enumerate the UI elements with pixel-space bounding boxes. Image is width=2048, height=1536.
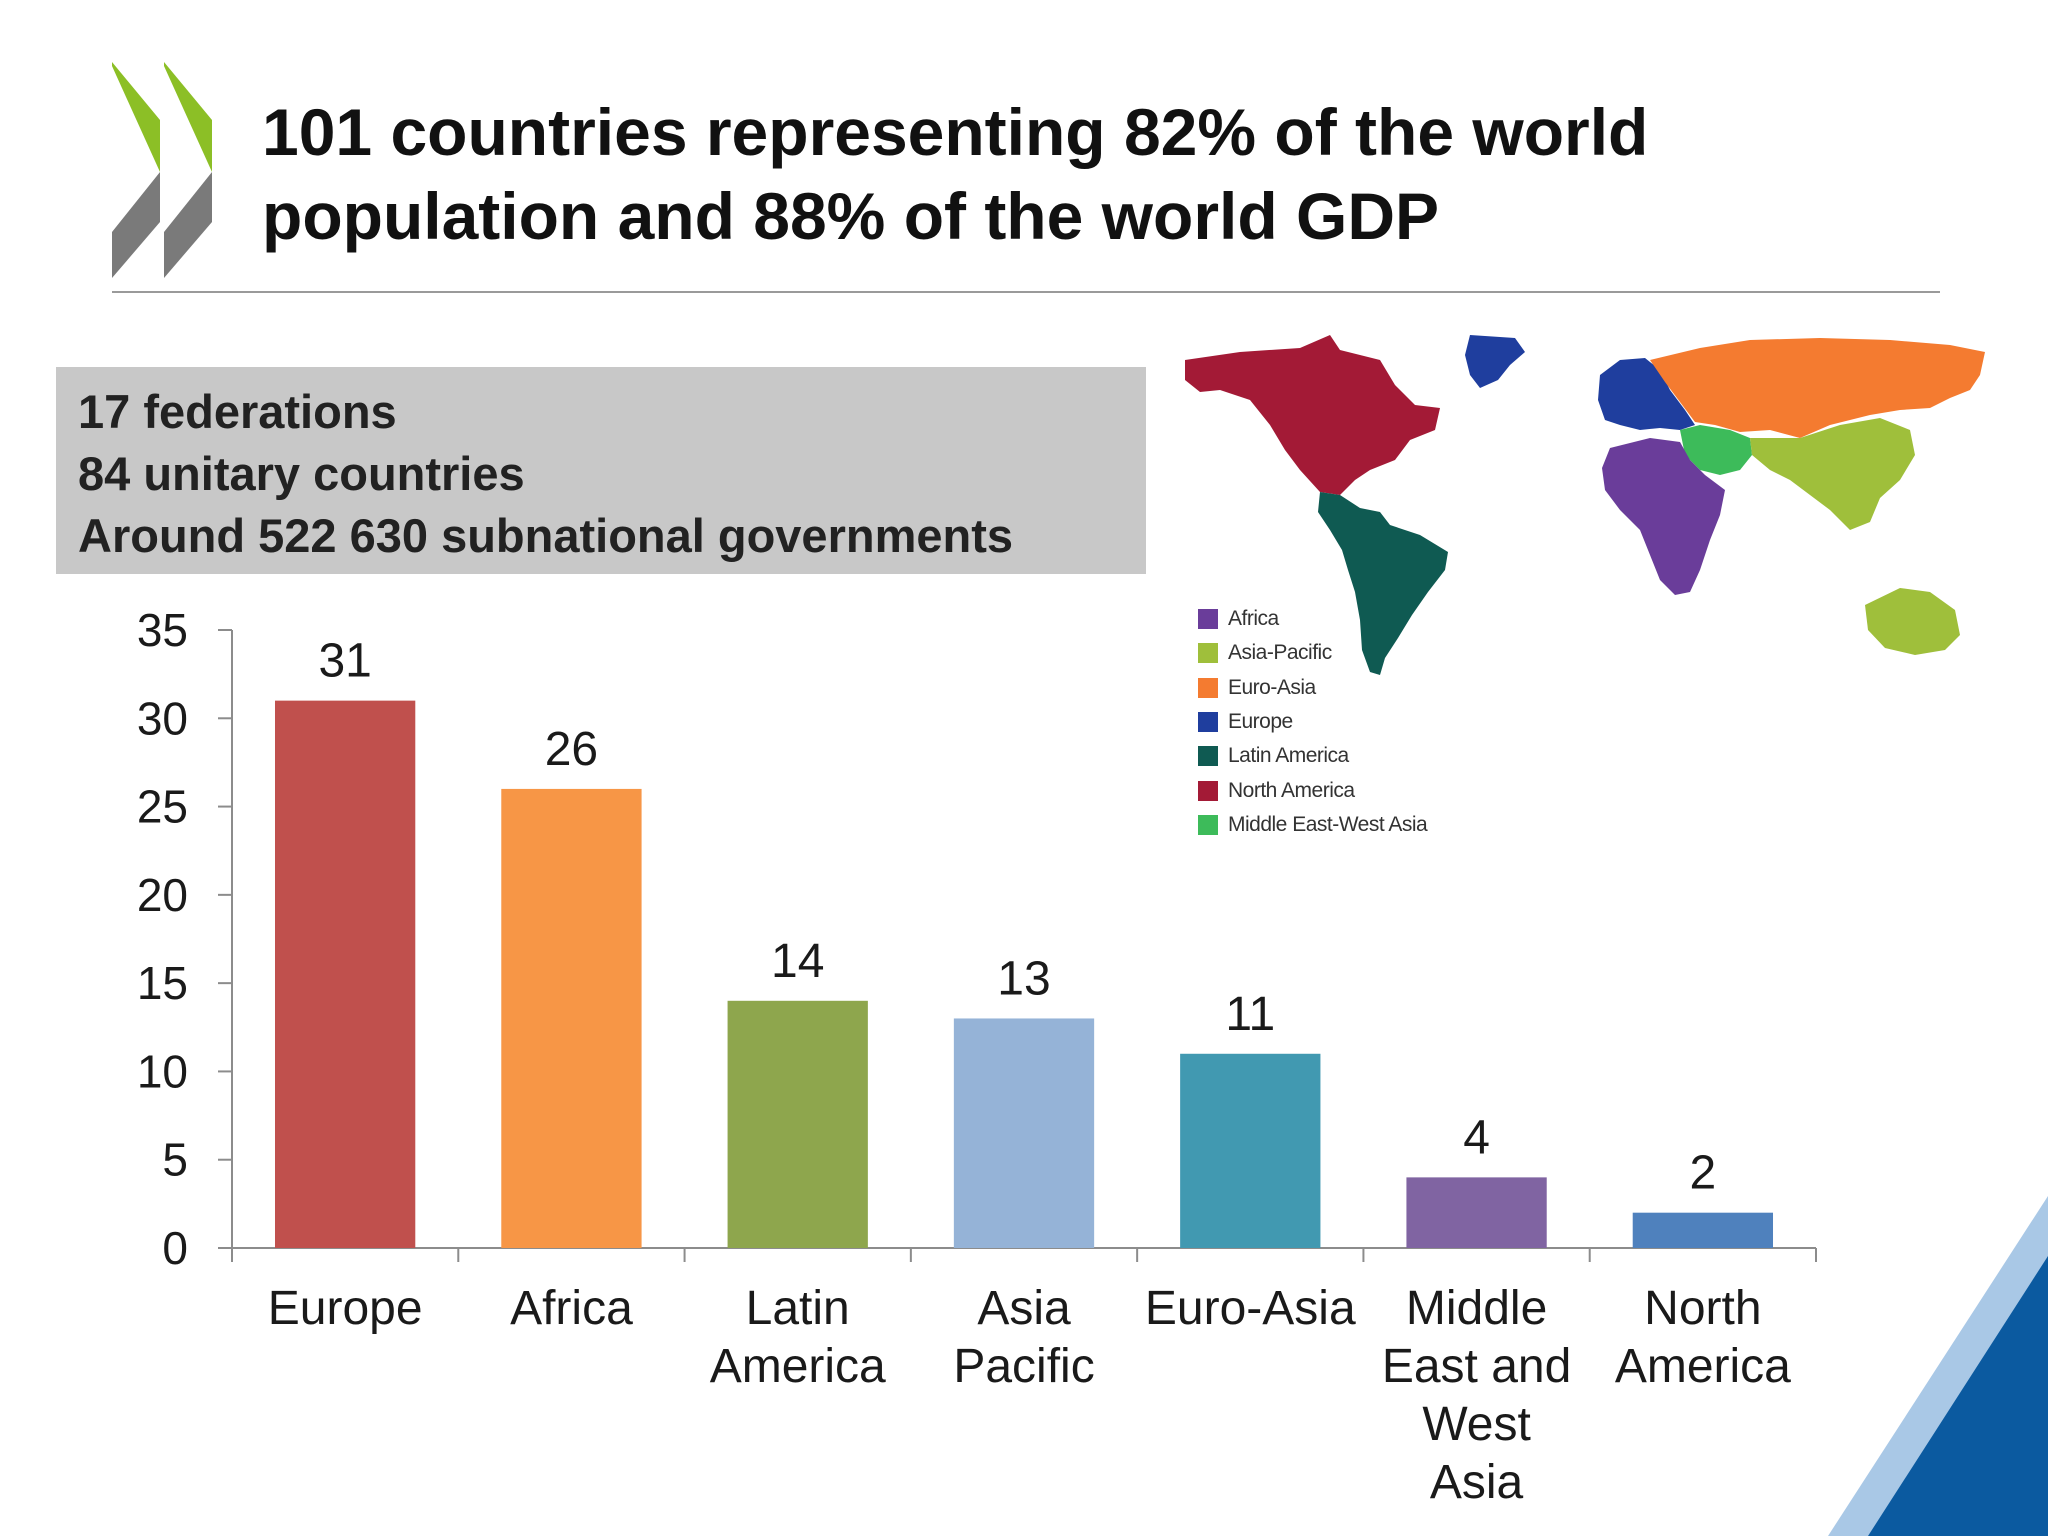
x-tick-label-line: Middle <box>1406 1282 1547 1335</box>
map-region-asia-pacific <box>1750 418 1915 530</box>
logo-chevron-grey-left <box>112 172 160 278</box>
x-tick-label-line: North <box>1644 1282 1761 1335</box>
x-tick-label: Latin America <box>710 1282 886 1393</box>
x-tick-label-line: Asia <box>977 1282 1071 1335</box>
x-tick-label-line: Asia <box>1430 1456 1524 1509</box>
legend-item-euro-asia: Euro-Asia <box>1198 671 1427 705</box>
y-tick-label: 0 <box>162 1222 188 1274</box>
data-label: 4 <box>1463 1111 1490 1164</box>
legend-item-europe: Europe <box>1198 705 1427 739</box>
legend-label: Middle East-West Asia <box>1228 812 1428 836</box>
bar-latin-america <box>727 1000 868 1248</box>
legend-swatch <box>1198 746 1218 767</box>
corner-accent <box>1828 1196 2048 1536</box>
x-tick-label: Middle East and West Asia <box>1382 1282 1571 1509</box>
legend-label: Euro-Asia <box>1228 675 1316 699</box>
world-map <box>1185 335 1985 675</box>
x-tick-label: North America <box>1615 1282 1791 1393</box>
x-tick-label-line: Pacific <box>953 1340 1094 1393</box>
corner-accent-front <box>1868 1256 2048 1536</box>
bar-europe <box>274 700 416 1248</box>
legend-swatch <box>1198 677 1218 698</box>
x-tick-label-line: America <box>710 1340 886 1393</box>
map-region-north-america <box>1185 335 1440 495</box>
x-tick-label-line: Europe <box>268 1282 423 1335</box>
bar-euro-asia <box>1180 1053 1321 1248</box>
info-line-subnational: Around 522 630 subnational governments <box>78 509 1013 562</box>
data-label: 2 <box>1690 1147 1717 1200</box>
x-tick-label: Europe <box>268 1282 423 1335</box>
data-label: 14 <box>771 935 824 988</box>
y-tick-label: 20 <box>137 869 188 921</box>
info-line-unitary: 84 unitary countries <box>78 447 525 500</box>
legend-swatch <box>1198 643 1218 664</box>
logo-chevron-grey-right <box>164 172 212 278</box>
x-tick-label-line: East and <box>1382 1340 1571 1393</box>
logo-chevron-green-left <box>112 62 160 172</box>
legend-swatch <box>1198 712 1218 733</box>
x-tick-label: Asia Pacific <box>953 1282 1094 1393</box>
y-tick-label: 15 <box>137 957 188 1009</box>
oecd-logo <box>112 62 212 278</box>
map-region-africa <box>1602 438 1725 595</box>
bar-asia-pacific <box>953 1018 1095 1248</box>
map-region-latin-america <box>1318 492 1448 675</box>
legend-label: Asia-Pacific <box>1228 641 1332 665</box>
legend-swatch <box>1198 780 1218 801</box>
y-tick-label: 25 <box>137 781 188 833</box>
y-tick-label: 5 <box>162 1134 188 1186</box>
map-region-australia <box>1865 588 1960 655</box>
legend-label: Europe <box>1228 710 1293 734</box>
y-tick-label: 35 <box>137 604 188 656</box>
data-label: 13 <box>997 952 1050 1005</box>
data-label: 26 <box>545 723 598 776</box>
map-region-greenland <box>1465 335 1525 388</box>
y-tick-label: 30 <box>137 692 188 744</box>
data-label: 31 <box>318 635 371 688</box>
bar-north-america <box>1632 1212 1774 1248</box>
map-region-middle-east <box>1680 425 1752 475</box>
legend-item-latin-america: Latin America <box>1198 739 1427 773</box>
bar-middle-east-and-west-asia <box>1406 1177 1547 1248</box>
x-tick-label: Euro-Asia <box>1145 1282 1356 1335</box>
y-tick-label: 10 <box>137 1045 188 1097</box>
logo-chevron-green-right <box>164 62 212 172</box>
page-title: 101 countries representing 82% of the wo… <box>262 95 1649 253</box>
legend-swatch <box>1198 609 1218 630</box>
legend-item-asia-pacific: Asia-Pacific <box>1198 636 1427 670</box>
info-line-federations: 17 federations <box>78 385 397 438</box>
map-legend: Africa Asia-Pacific Euro-Asia Europe Lat… <box>1198 602 1428 842</box>
title-divider <box>112 291 1940 293</box>
legend-item-africa: Africa <box>1198 602 1427 636</box>
legend-label: North America <box>1228 778 1355 802</box>
x-tick-label-line: America <box>1615 1340 1791 1393</box>
info-box: 17 federations 84 unitary countries Arou… <box>56 367 1146 574</box>
x-tick-label-line: Euro-Asia <box>1145 1282 1356 1335</box>
legend-item-north-america: North America <box>1198 773 1427 807</box>
legend-label: Africa <box>1228 607 1279 631</box>
bar-africa <box>501 788 642 1248</box>
legend-item-middle-east-west-asia: Middle East-West Asia <box>1198 808 1428 842</box>
legend-swatch <box>1198 814 1218 835</box>
data-label: 11 <box>1225 988 1275 1041</box>
legend-label: Latin America <box>1228 744 1349 768</box>
map-region-euro-asia <box>1650 338 1985 438</box>
x-tick-label-line: West <box>1422 1398 1530 1451</box>
map-region-europe <box>1598 358 1695 430</box>
x-tick-label: Africa <box>510 1282 633 1335</box>
x-tick-label-line: Latin <box>746 1282 850 1335</box>
x-tick-label-line: Africa <box>510 1282 633 1335</box>
